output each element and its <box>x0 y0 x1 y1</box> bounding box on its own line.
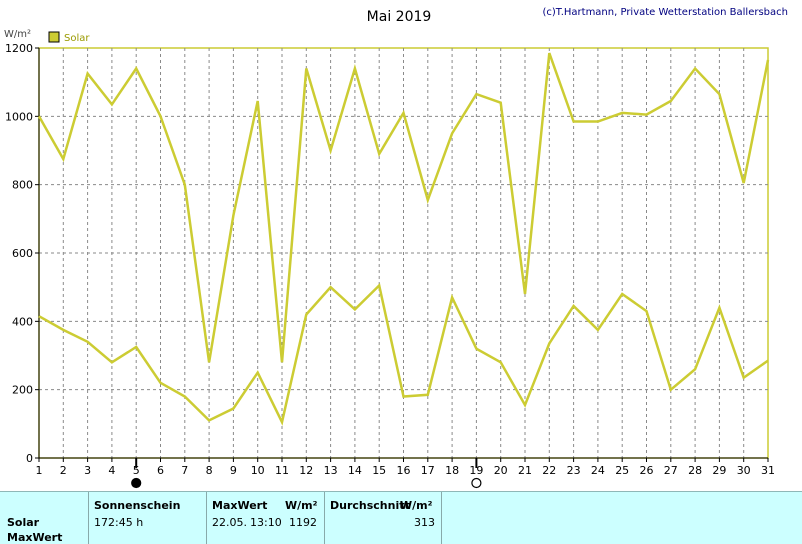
table-divider <box>441 492 442 544</box>
x-tick-label: 28 <box>688 464 702 477</box>
data-series <box>37 52 770 426</box>
series-line-1 <box>37 52 770 363</box>
x-tick-label: 22 <box>542 464 556 477</box>
durchschnitt-header: Durchschnitt <box>330 499 410 512</box>
summary-table: Solar MaxWert Sonnenschein 172:45 h MaxW… <box>0 491 802 544</box>
x-tick-label: 30 <box>737 464 751 477</box>
sonnenschein-header: Sonnenschein <box>94 499 181 512</box>
maxwert-header: MaxWert <box>212 499 268 512</box>
legend-swatch <box>48 31 60 43</box>
y-tick-label: 1200 <box>5 42 33 55</box>
x-tick-label: 20 <box>494 464 508 477</box>
durchschnitt-value: 313 <box>414 516 435 529</box>
y-tick-label: 400 <box>12 315 33 328</box>
legend-label: Solar <box>64 33 90 44</box>
x-tick-label: 29 <box>712 464 726 477</box>
maxwert-value: 1192 <box>289 516 317 529</box>
y-axis-unit: W/m² <box>4 29 31 40</box>
x-axis: 1 2 3 4 5 6 7 8 9 10 11 12 13 14 15 16 17 18 19 20 21 22 23 24 2… <box>36 457 775 477</box>
x-tick-label: 11 <box>275 464 289 477</box>
x-tick-label: 31 <box>761 464 775 477</box>
sonnenschein-value: 172:45 h <box>94 516 144 529</box>
y-tick-label: 200 <box>12 384 33 397</box>
series-line-2 <box>38 283 769 426</box>
x-tick-label: 26 <box>640 464 654 477</box>
x-tick-label: 12 <box>299 464 313 477</box>
x-tick-label: 5 <box>133 464 140 477</box>
table-divider <box>324 492 325 544</box>
maxwert-date: 22.05. <box>212 516 247 529</box>
x-tick-label: 3 <box>84 464 91 477</box>
maxwert-unit: W/m² <box>285 499 318 512</box>
x-tick-label: 14 <box>348 464 362 477</box>
y-tick-label: 600 <box>12 247 33 260</box>
x-tick-label: 13 <box>324 464 338 477</box>
maxwert-time: 13:10 <box>250 516 282 529</box>
x-tick-label: 10 <box>251 464 265 477</box>
x-tick-label: 8 <box>206 464 213 477</box>
full-moon-icon <box>471 477 482 489</box>
x-tick-label: 16 <box>397 464 411 477</box>
x-tick-label: 27 <box>664 464 678 477</box>
x-tick-label: 15 <box>372 464 386 477</box>
x-tick-label: 23 <box>567 464 581 477</box>
row-label-maxwert: MaxWert <box>7 531 63 544</box>
x-tick-label: 1 <box>36 464 43 477</box>
x-tick-label: 19 <box>469 464 483 477</box>
x-tick-label: 4 <box>108 464 115 477</box>
x-tick-label: 25 <box>615 464 629 477</box>
table-divider <box>206 492 207 544</box>
durchschnitt-unit: W/m² <box>400 499 433 512</box>
grid-lines <box>38 47 769 459</box>
y-axis: 0 200 400 600 800 1000 1200 <box>5 42 40 465</box>
x-tick-label: 6 <box>157 464 164 477</box>
y-tick-label: 1000 <box>5 110 33 123</box>
copyright-text: (c)T.Hartmann, Private Wetterstation Bal… <box>542 7 788 18</box>
y-tick-label: 0 <box>26 452 33 465</box>
new-moon-icon <box>131 477 142 489</box>
chart-title: Mai 2019 <box>367 9 432 25</box>
x-tick-label: 2 <box>60 464 67 477</box>
row-label-solar: Solar <box>7 516 40 529</box>
table-divider <box>88 492 89 544</box>
y-tick-label: 800 <box>12 179 33 192</box>
x-tick-label: 24 <box>591 464 605 477</box>
x-tick-label: 21 <box>518 464 532 477</box>
x-tick-label: 17 <box>421 464 435 477</box>
x-tick-label: 9 <box>230 464 237 477</box>
x-tick-label: 18 <box>445 464 459 477</box>
moon-phase-markers <box>131 458 482 489</box>
x-tick-label: 7 <box>181 464 188 477</box>
